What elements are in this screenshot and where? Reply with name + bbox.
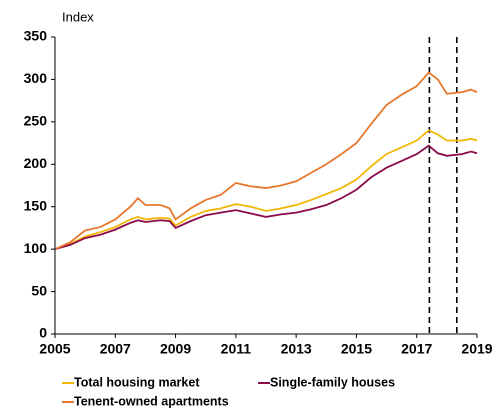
y-tick-label: 0: [39, 325, 47, 341]
data-line: [54, 129, 478, 250]
y-tick-label: 300: [24, 70, 48, 86]
y-tick-label: 200: [24, 155, 48, 171]
legend-label: Total housing market: [74, 375, 200, 389]
x-tick-label: 2015: [341, 341, 372, 357]
x-tick-label: 2011: [221, 341, 252, 357]
y-tick-label: 50: [31, 282, 47, 298]
x-tick-label: 2019: [461, 341, 492, 357]
x-tick-label: 2017: [401, 341, 432, 357]
x-tick-label: 2007: [100, 341, 131, 357]
legend-label: Single-family houses: [270, 375, 395, 389]
y-tick-label: 100: [24, 240, 48, 256]
x-tick-label: 2013: [281, 341, 312, 357]
legend-label: Tenent-owned apartments: [74, 394, 229, 408]
data-line: [54, 71, 478, 250]
x-tick-label: 2005: [39, 341, 70, 357]
y-tick-label: 150: [24, 197, 48, 213]
y-tick-label: 350: [24, 28, 48, 44]
y-tick-label: 250: [24, 113, 48, 129]
data-line: [54, 144, 478, 251]
x-tick-label: 2009: [160, 341, 191, 357]
y-axis-label: Index: [62, 9, 94, 24]
